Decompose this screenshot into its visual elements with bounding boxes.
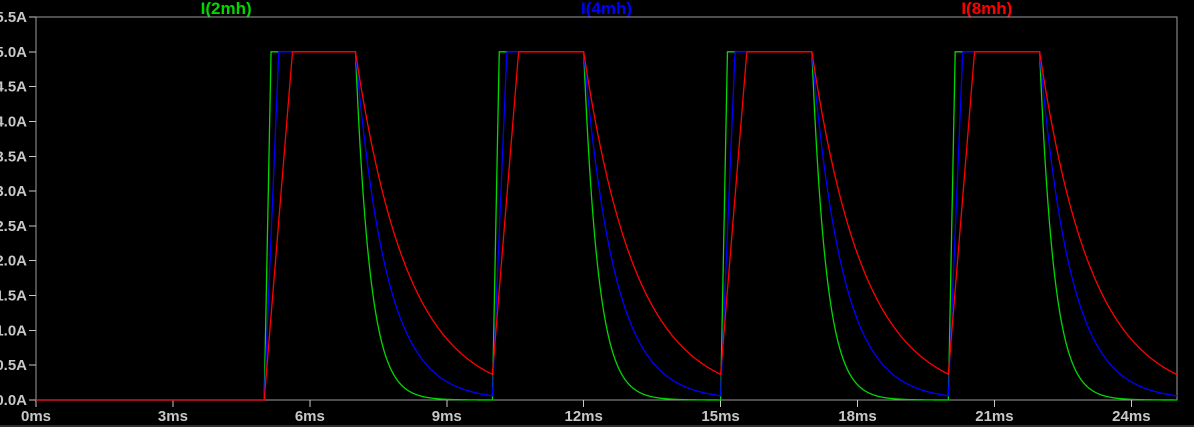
- legend-item-i-2mh[interactable]: I(2mh): [201, 0, 252, 18]
- trace-i-8mh: [36, 51, 1178, 401]
- legend-item-i-4mh[interactable]: I(4mh): [581, 0, 632, 18]
- plot-border: [35, 16, 1178, 401]
- y-axis-tick-label: 4.0A: [0, 113, 27, 130]
- y-axis-tick-label: 1.5A: [0, 288, 27, 305]
- y-axis-tick-label: 5.0A: [0, 44, 27, 61]
- x-axis-tick-label: 24ms: [1112, 408, 1150, 425]
- legend: I(2mh) I(4mh) I(8mh): [201, 0, 1013, 18]
- x-axis-tick-label: 3ms: [158, 408, 188, 425]
- legend-item-i-8mh[interactable]: I(8mh): [961, 0, 1012, 18]
- y-axis-tick-label: 2.0A: [0, 253, 27, 270]
- y-axis-tick-label: 5.5A: [0, 9, 27, 26]
- y-axis-tick-label: 3.5A: [0, 148, 27, 165]
- traces: [36, 51, 1178, 401]
- y-axis-tick-label: 4.5A: [0, 79, 27, 96]
- x-axis-tick-label: 15ms: [701, 408, 739, 425]
- trace-i-2mh: [36, 51, 1177, 401]
- y-axis-tick-label: 3.0A: [0, 183, 27, 200]
- x-axis-tick-label: 6ms: [295, 408, 325, 425]
- x-axis-tick-label: 9ms: [432, 408, 462, 425]
- y-axis-tick-label: 0.0A: [0, 392, 27, 409]
- x-axis-tick-label: 0ms: [21, 408, 51, 425]
- y-axis-tick-label: 1.0A: [0, 322, 27, 339]
- trace-i-4mh: [36, 51, 1178, 401]
- x-axis-tick-label: 12ms: [564, 408, 602, 425]
- x-axis-tick-label: 18ms: [838, 408, 876, 425]
- window-bottom-edge: [0, 425, 1194, 427]
- y-axis-tick-label: 0.5A: [0, 357, 27, 374]
- axes: 0.0A 0.5A 1.0A 1.5A 2.0A 2.5A 3.0A 3.5A 4.0A 4.5A…: [0, 9, 1178, 425]
- y-axis-tick-label: 2.5A: [0, 218, 27, 235]
- x-axis-tick-label: 21ms: [975, 408, 1013, 425]
